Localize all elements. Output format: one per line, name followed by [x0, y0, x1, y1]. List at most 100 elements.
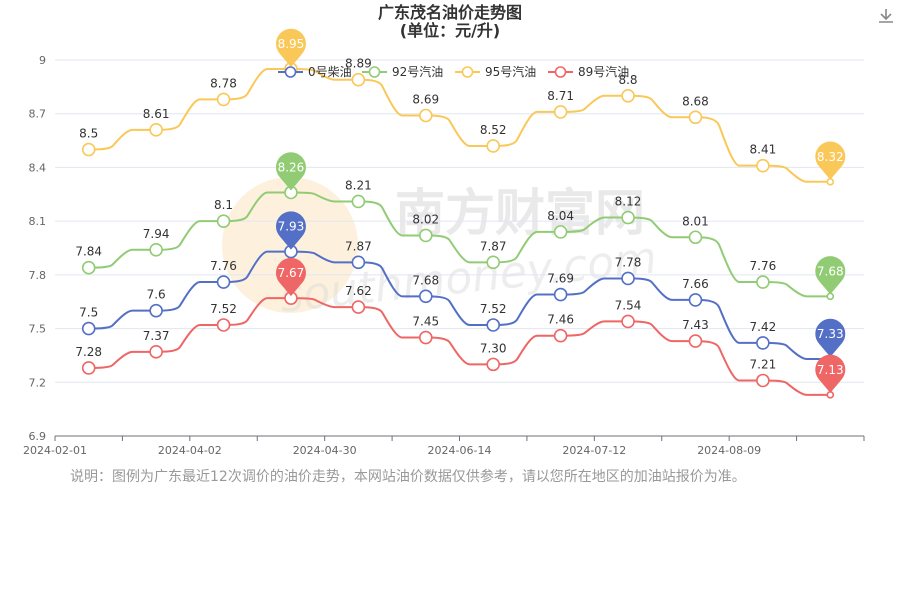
x-tick-label: 2024-07-12 — [562, 444, 626, 457]
series-line — [88, 191, 831, 298]
legend-symbol — [284, 66, 297, 78]
data-label: 7.87 — [480, 239, 507, 253]
pin-marker-max: 7.67 — [275, 257, 306, 297]
data-label: 7.6 — [147, 288, 166, 302]
legend-item-0[interactable]: 0号柴油 — [278, 65, 352, 79]
data-label: 8.12 — [615, 195, 642, 209]
data-point[interactable] — [486, 357, 501, 372]
data-point[interactable] — [688, 293, 703, 307]
data-point[interactable] — [621, 314, 635, 329]
data-point[interactable] — [351, 300, 366, 314]
data-point[interactable] — [621, 271, 635, 286]
data-point[interactable] — [756, 373, 770, 388]
data-label: 7.42 — [750, 320, 777, 334]
x-tick-label: 2024-06-14 — [428, 444, 492, 457]
data-point[interactable] — [756, 275, 770, 289]
data-label: 7.52 — [480, 302, 507, 316]
data-point[interactable] — [553, 105, 568, 119]
pin-label: 7.67 — [278, 266, 305, 280]
series-0 — [81, 244, 835, 363]
pin-marker-max: 7.93 — [275, 211, 306, 250]
x-tick-label: 2024-04-02 — [158, 444, 222, 457]
data-point[interactable] — [418, 228, 433, 243]
data-label: 8.02 — [412, 212, 439, 226]
y-tick-label: 7.8 — [29, 269, 47, 282]
download-icon[interactable] — [876, 6, 896, 26]
data-point[interactable] — [688, 230, 703, 245]
legend-symbol — [368, 66, 381, 78]
data-point[interactable] — [149, 123, 163, 137]
legend-label: 89号汽油 — [578, 64, 629, 79]
data-point[interactable] — [216, 318, 231, 332]
data-label: 7.28 — [75, 345, 102, 359]
series-line — [88, 67, 831, 183]
data-point[interactable] — [486, 139, 501, 153]
data-point[interactable] — [418, 289, 433, 304]
data-label: 8.78 — [210, 76, 237, 90]
data-point[interactable] — [553, 225, 568, 239]
legend-label: 92号汽油 — [392, 64, 443, 79]
data-label: 7.46 — [547, 313, 574, 327]
chart-title: 广东茂名油价走势图 — [377, 3, 522, 22]
pin-marker-last: 7.13 — [815, 354, 846, 393]
series-line — [88, 250, 831, 361]
data-point[interactable] — [418, 330, 433, 345]
pin-label: 8.95 — [278, 37, 305, 51]
data-point[interactable] — [149, 303, 163, 318]
legend-item-1[interactable]: 92号汽油 — [362, 64, 443, 79]
data-point[interactable] — [756, 158, 770, 173]
data-point[interactable] — [216, 92, 231, 107]
pin-shape — [275, 152, 306, 191]
legend[interactable]: 0号柴油 92号汽油 95号汽油 89号汽油 — [278, 64, 629, 79]
data-point[interactable] — [81, 142, 96, 157]
data-point[interactable] — [81, 260, 96, 275]
data-point[interactable] — [756, 336, 770, 350]
data-point[interactable] — [216, 214, 231, 228]
axes: 6.9 7.2 7.5 7.8 8.1 8.4 8.7 9 2024-02-01 2024-04-… — [23, 54, 865, 457]
data-point[interactable] — [351, 255, 366, 270]
data-label: 7.76 — [210, 259, 237, 273]
data-label: 7.94 — [143, 227, 170, 241]
data-label: 8.21 — [345, 178, 372, 192]
data-labels: 7.5 7.6 7.76 7.87 7.68 7.52 7.69 7.78 7.66 7.42 7.… — [75, 57, 776, 372]
data-point[interactable] — [688, 334, 703, 348]
pin-shape — [815, 256, 846, 295]
data-point[interactable] — [621, 89, 635, 103]
data-point[interactable] — [486, 255, 501, 270]
data-point[interactable] — [621, 210, 635, 225]
chart-note: 说明：图例为广东最近12次调价的油价走势，本网站油价数据仅供参考，请以您所在地区… — [70, 469, 746, 485]
data-point[interactable] — [149, 242, 163, 257]
pin-marker-last: 7.68 — [815, 256, 846, 295]
data-label: 7.54 — [615, 298, 642, 312]
data-point[interactable] — [688, 110, 703, 125]
data-point[interactable] — [81, 321, 96, 336]
data-point[interactable] — [351, 72, 366, 87]
data-point[interactable] — [149, 345, 163, 359]
data-label: 7.78 — [615, 255, 642, 269]
data-point[interactable] — [553, 328, 568, 343]
x-tick-label: 2024-04-30 — [293, 444, 357, 457]
series-2 — [81, 62, 835, 186]
pin-shape — [275, 257, 306, 297]
pin-marker-max: 8.26 — [275, 152, 306, 191]
data-label: 7.69 — [547, 272, 574, 286]
data-label: 8.69 — [412, 93, 439, 107]
data-point[interactable] — [81, 361, 96, 375]
data-point[interactable] — [553, 287, 568, 302]
data-point[interactable] — [418, 108, 433, 123]
pin-label: 7.68 — [817, 264, 844, 278]
pin-marker-max: 8.95 — [275, 28, 306, 67]
data-point[interactable] — [351, 194, 366, 209]
data-label: 7.62 — [345, 284, 372, 298]
pin-shape — [815, 318, 846, 358]
data-point[interactable] — [486, 318, 501, 332]
legend-item-2[interactable]: 95号汽油 — [455, 64, 536, 79]
data-label: 7.76 — [750, 259, 777, 273]
legend-label: 0号柴油 — [308, 65, 352, 79]
data-label: 8.68 — [682, 94, 709, 108]
legend-item-3[interactable]: 89号汽油 — [548, 64, 629, 79]
series-3 — [81, 291, 835, 399]
series-1 — [81, 185, 835, 301]
data-point[interactable] — [216, 275, 231, 289]
data-label: 7.66 — [682, 277, 709, 291]
